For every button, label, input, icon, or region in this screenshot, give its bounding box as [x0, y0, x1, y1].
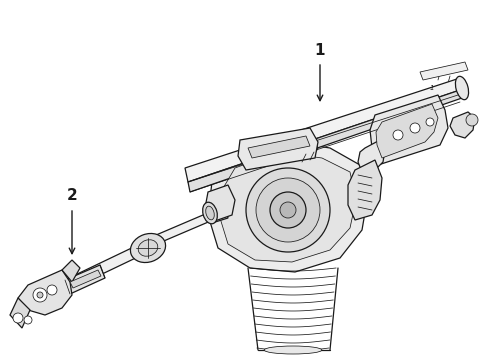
Circle shape [37, 292, 43, 298]
Circle shape [426, 118, 434, 126]
Polygon shape [208, 140, 368, 272]
Polygon shape [135, 212, 213, 252]
Text: 1: 1 [430, 85, 434, 91]
Circle shape [246, 168, 330, 252]
Polygon shape [65, 265, 105, 294]
Ellipse shape [203, 202, 218, 224]
Polygon shape [10, 298, 30, 328]
Circle shape [33, 288, 47, 302]
Polygon shape [220, 152, 356, 262]
Polygon shape [348, 160, 382, 220]
Polygon shape [70, 270, 101, 288]
Polygon shape [420, 62, 468, 80]
Circle shape [47, 285, 57, 295]
Polygon shape [248, 136, 310, 158]
Circle shape [466, 114, 478, 126]
Polygon shape [208, 205, 228, 223]
Ellipse shape [206, 206, 214, 220]
Circle shape [280, 202, 296, 218]
Polygon shape [205, 185, 235, 222]
Circle shape [393, 130, 403, 140]
Polygon shape [62, 260, 80, 282]
Polygon shape [18, 270, 72, 315]
Circle shape [410, 123, 420, 133]
Polygon shape [238, 128, 318, 170]
Text: 2: 2 [67, 188, 77, 202]
Polygon shape [376, 104, 438, 158]
Polygon shape [258, 135, 318, 165]
Ellipse shape [138, 240, 158, 256]
Polygon shape [185, 78, 463, 182]
Ellipse shape [130, 234, 166, 262]
Polygon shape [188, 90, 462, 192]
Polygon shape [370, 95, 448, 165]
Circle shape [24, 316, 32, 324]
Polygon shape [450, 112, 475, 138]
Polygon shape [358, 140, 385, 172]
Polygon shape [48, 244, 144, 298]
Text: 1: 1 [315, 42, 325, 58]
Circle shape [13, 313, 23, 323]
Circle shape [256, 178, 320, 242]
Ellipse shape [455, 76, 468, 100]
Circle shape [270, 192, 306, 228]
Ellipse shape [264, 346, 322, 354]
